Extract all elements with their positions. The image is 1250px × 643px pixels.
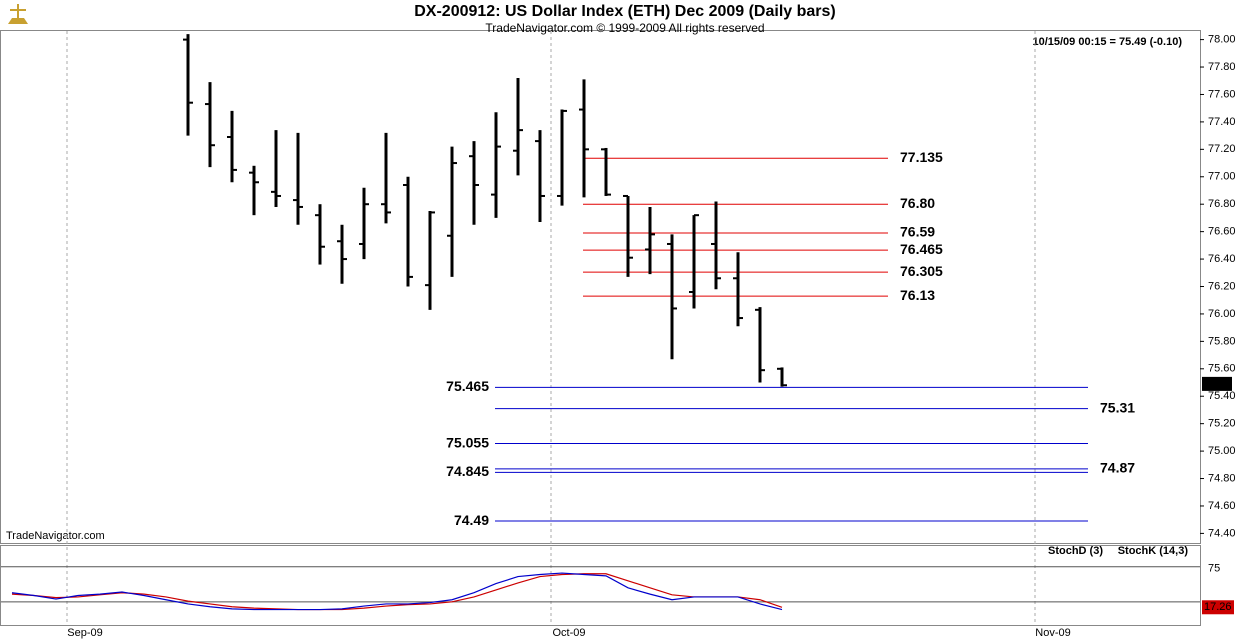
resistance-label: 76.80 [900, 195, 935, 211]
x-tick-label: Sep-09 [67, 627, 102, 639]
last-value-box [1202, 600, 1234, 615]
resistance-label: 76.59 [900, 224, 935, 240]
y-tick-label: 77.40 [1208, 116, 1236, 128]
y-tick-label: 77.60 [1208, 88, 1236, 100]
resistance-label: 76.305 [900, 263, 943, 279]
y-tick-label: 76.20 [1208, 280, 1236, 292]
x-tick-label: Nov-09 [1035, 627, 1070, 639]
resistance-label: 76.465 [900, 241, 943, 257]
stoch-panel [0, 545, 1201, 626]
last-value-label: 17.26 [1204, 601, 1232, 613]
y-tick-label: 74.60 [1208, 500, 1236, 512]
support-label: 74.87 [1100, 460, 1135, 476]
legend-entry: StochK (14,3) [1118, 545, 1189, 557]
info-text: 10/15/09 00:15 = 75.49 (-0.10) [1032, 36, 1182, 48]
logo [8, 4, 28, 24]
y-tick-label: 76.00 [1208, 308, 1236, 320]
chart-subtitle: TradeNavigator.com © 1999-2009 All right… [485, 21, 764, 35]
y-tick-label: 77.80 [1208, 61, 1236, 73]
y-tick-label: 74.40 [1208, 527, 1236, 539]
x-tick-label: Oct-09 [552, 627, 585, 639]
last-value-label: 75.49 [1204, 378, 1232, 390]
resistance-label: 76.13 [900, 287, 935, 303]
legend-entry: StochD (3) [1048, 545, 1103, 557]
stoch-line [11, 573, 783, 611]
support-label: 75.31 [1100, 399, 1135, 415]
watermark: TradeNavigator.com [6, 530, 105, 542]
support-label: 74.845 [446, 463, 489, 479]
y-tick-label: 77.20 [1208, 143, 1236, 155]
y-tick-label: 75.20 [1208, 418, 1236, 430]
y-tick-label: 76.80 [1208, 198, 1236, 210]
support-label: 75.055 [446, 434, 489, 450]
y-tick-label: 75.80 [1208, 335, 1236, 347]
support-label: 74.49 [454, 512, 489, 528]
y-tick-label: 77.00 [1208, 171, 1236, 183]
y-tick-label: 75 [1208, 563, 1220, 575]
y-tick-label: 76.60 [1208, 226, 1236, 238]
y-tick-label: 75.40 [1208, 390, 1236, 402]
chart-title: DX-200912: US Dollar Index (ETH) Dec 200… [414, 3, 836, 20]
y-tick-label: 76.40 [1208, 253, 1236, 265]
y-tick-label: 75.00 [1208, 445, 1236, 457]
last-value-box [1202, 376, 1232, 391]
y-tick-label: 74.80 [1208, 472, 1236, 484]
support-label: 75.465 [446, 378, 489, 394]
y-tick-label: 75.60 [1208, 363, 1236, 375]
resistance-label: 77.135 [900, 149, 943, 165]
y-tick-label: 78.00 [1208, 34, 1236, 46]
stoch-line [11, 572, 783, 611]
